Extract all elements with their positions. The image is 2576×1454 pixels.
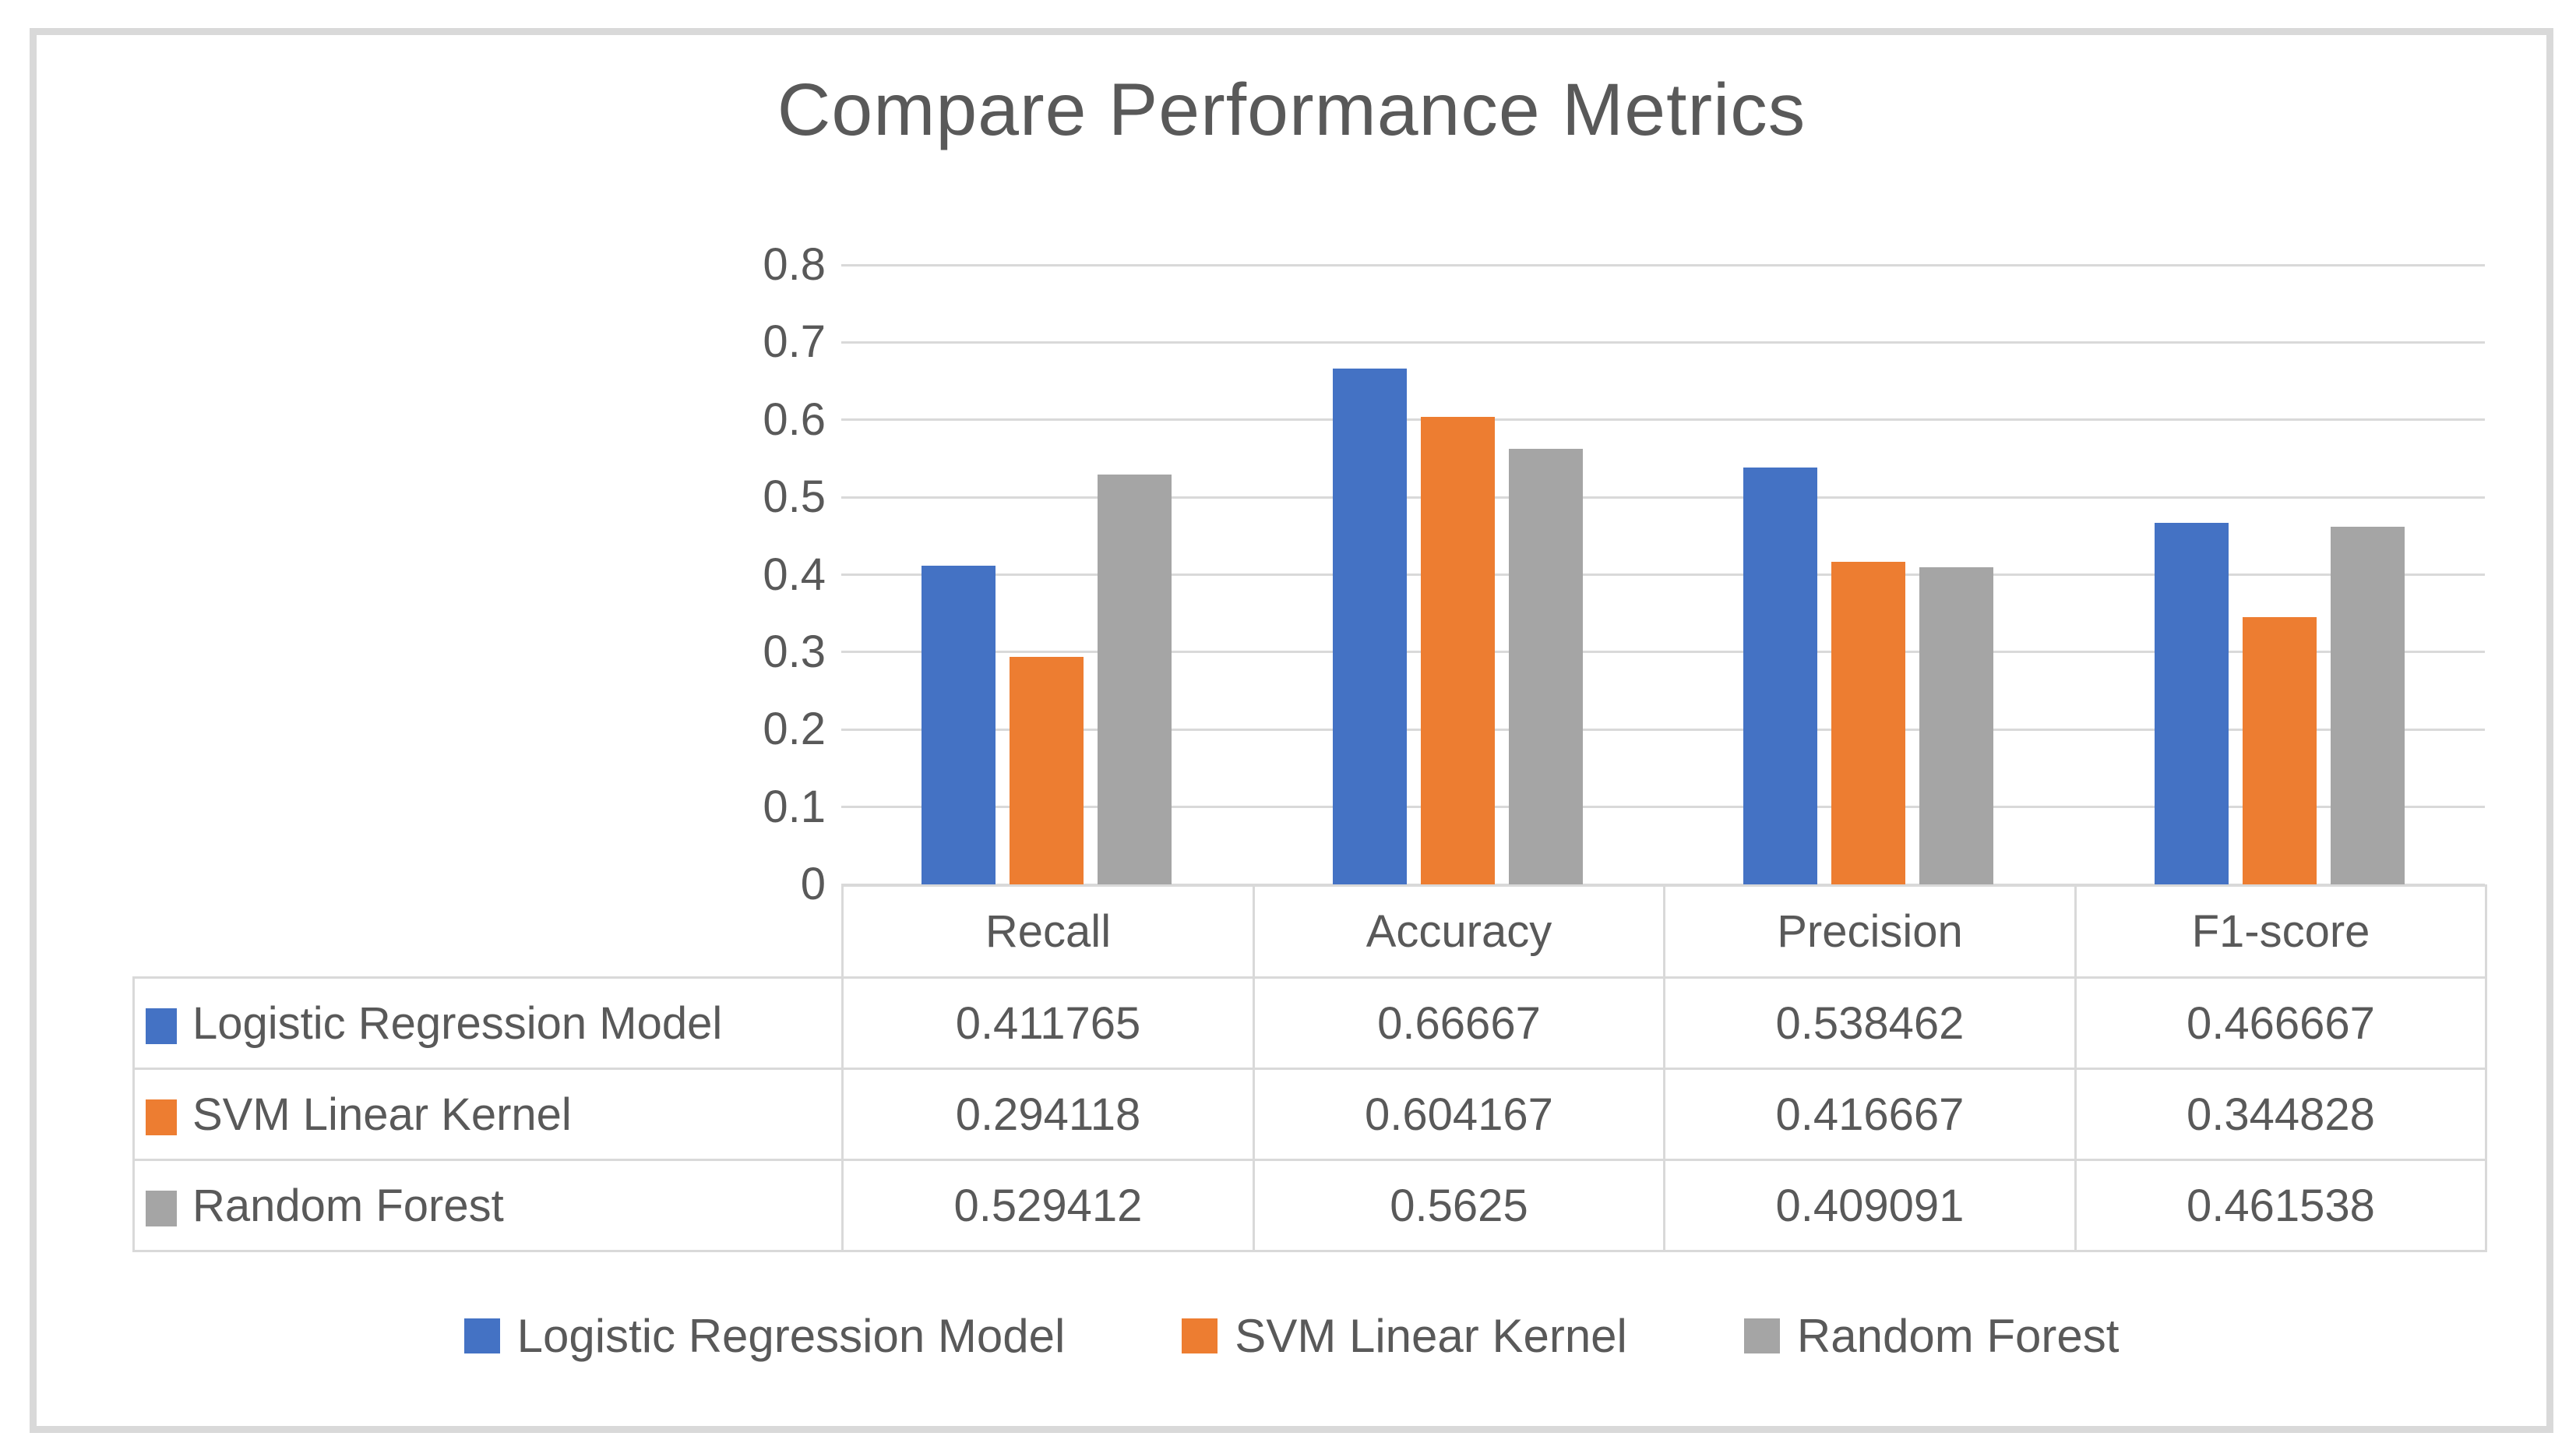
bar-accuracy-svm-linear-kernel: [1420, 416, 1495, 884]
bar-precision-logistic-regression-model: [1743, 467, 1818, 884]
y-axis-tick-label: 0.7: [763, 316, 826, 368]
chart-title: Compare Performance Metrics: [777, 69, 1806, 151]
bar-cluster-f1-score: [2074, 265, 2486, 884]
bar-f1-score-random-forest: [2330, 527, 2405, 884]
bar-recall-random-forest: [1098, 474, 1172, 884]
gridline: [841, 263, 2485, 266]
table-header-f1-score: F1-score: [2074, 884, 2487, 979]
bar-precision-svm-linear-kernel: [1831, 561, 1906, 884]
gridline: [841, 496, 2485, 499]
series-key-swatch-icon: [146, 1191, 177, 1227]
bar-cluster-accuracy: [1253, 265, 1664, 884]
legend-item-random-forest: Random Forest: [1743, 1309, 2120, 1363]
plot-area: [841, 263, 2485, 886]
gridline: [841, 651, 2485, 654]
gridline: [841, 806, 2485, 809]
table-value-cell: 0.409091: [1663, 1159, 2077, 1252]
bar-cluster-recall: [841, 265, 1253, 884]
series-key-swatch-icon: [146, 1099, 177, 1136]
y-axis-tick-label: 0.4: [763, 549, 826, 600]
table-header-recall: Recall: [841, 884, 1255, 979]
y-axis-tick-label: 0.2: [763, 704, 826, 755]
bar-accuracy-random-forest: [1508, 449, 1583, 884]
table-value-cell: 0.411765: [841, 976, 1255, 1070]
gridline: [841, 418, 2485, 422]
table-value-cell: 0.466667: [2074, 976, 2487, 1070]
chart-figure: Compare Performance Metrics 0.8 0.7 0.6 0.5…: [30, 28, 2553, 1433]
bar-accuracy-logistic-regression-model: [1332, 368, 1407, 884]
table-value-cell: 0.5625: [1253, 1159, 1665, 1252]
legend-swatch-icon: [1743, 1318, 1780, 1353]
y-axis-tick-label: 0.3: [763, 626, 826, 677]
y-axis-tick-label: 0: [800, 859, 826, 909]
gridline: [841, 883, 2485, 886]
bar-precision-random-forest: [1919, 567, 1994, 884]
table-corner-spacer: [134, 886, 843, 978]
y-axis-tick-label: 0.5: [763, 471, 826, 523]
chart-legend: Logistic Regression Model SVM Linear Kern…: [37, 1309, 2546, 1363]
legend-label: Random Forest: [1796, 1310, 2120, 1362]
gridline: [841, 341, 2485, 344]
legend-item-logistic-regression-model: Logistic Regression Model: [463, 1309, 1066, 1363]
series-name: Logistic Regression Model: [192, 997, 723, 1049]
series-name: Random Forest: [192, 1180, 504, 1231]
table-value-cell: 0.529412: [841, 1159, 1255, 1252]
table-series-label: Random Forest: [132, 1159, 844, 1252]
legend-item-svm-linear-kernel: SVM Linear Kernel: [1182, 1309, 1627, 1363]
bar-f1-score-logistic-regression-model: [2154, 523, 2229, 884]
bar-f1-score-svm-linear-kernel: [2242, 617, 2317, 884]
series-name: SVM Linear Kernel: [192, 1089, 572, 1140]
gridline: [841, 728, 2485, 731]
gridline: [841, 573, 2485, 576]
table-value-cell: 0.604167: [1253, 1068, 1665, 1161]
y-axis-tick-label: 0.1: [763, 781, 826, 832]
y-axis-tick-label: 0.8: [763, 239, 826, 290]
legend-label: Logistic Regression Model: [516, 1310, 1066, 1362]
table-header-accuracy: Accuracy: [1253, 884, 1665, 979]
series-key-swatch-icon: [146, 1008, 177, 1045]
table-row: SVM Linear Kernel 0.294118 0.604167 0.41666…: [132, 1068, 2487, 1161]
legend-swatch-icon: [1182, 1318, 1218, 1353]
table-value-cell: 0.294118: [841, 1068, 1255, 1161]
y-axis-tick-label: 0.6: [763, 393, 826, 445]
table-value-cell: 0.416667: [1663, 1068, 2077, 1161]
table-value-cell: 0.344828: [2074, 1068, 2487, 1161]
table-series-label: Logistic Regression Model: [132, 976, 844, 1070]
bar-cluster-precision: [1663, 265, 2074, 884]
table-header-precision: Precision: [1663, 884, 2077, 979]
legend-label: SVM Linear Kernel: [1235, 1310, 1627, 1362]
table-value-cell: 0.66667: [1253, 976, 1665, 1070]
table-value-cell: 0.538462: [1663, 976, 2077, 1070]
table-value-cell: 0.461538: [2074, 1159, 2487, 1252]
bar-recall-svm-linear-kernel: [1010, 656, 1084, 884]
bar-clusters: [841, 265, 2485, 884]
table-row: Random Forest 0.529412 0.5625 0.409091 0.461…: [132, 1159, 2487, 1252]
legend-swatch-icon: [463, 1318, 500, 1353]
table-row: Logistic Regression Model 0.411765 0.66667…: [132, 976, 2487, 1070]
chart-data-table: Recall Accuracy Precision F1-score Logistic …: [132, 884, 2487, 1252]
bar-recall-logistic-regression-model: [922, 565, 996, 884]
table-series-label: SVM Linear Kernel: [132, 1068, 844, 1161]
